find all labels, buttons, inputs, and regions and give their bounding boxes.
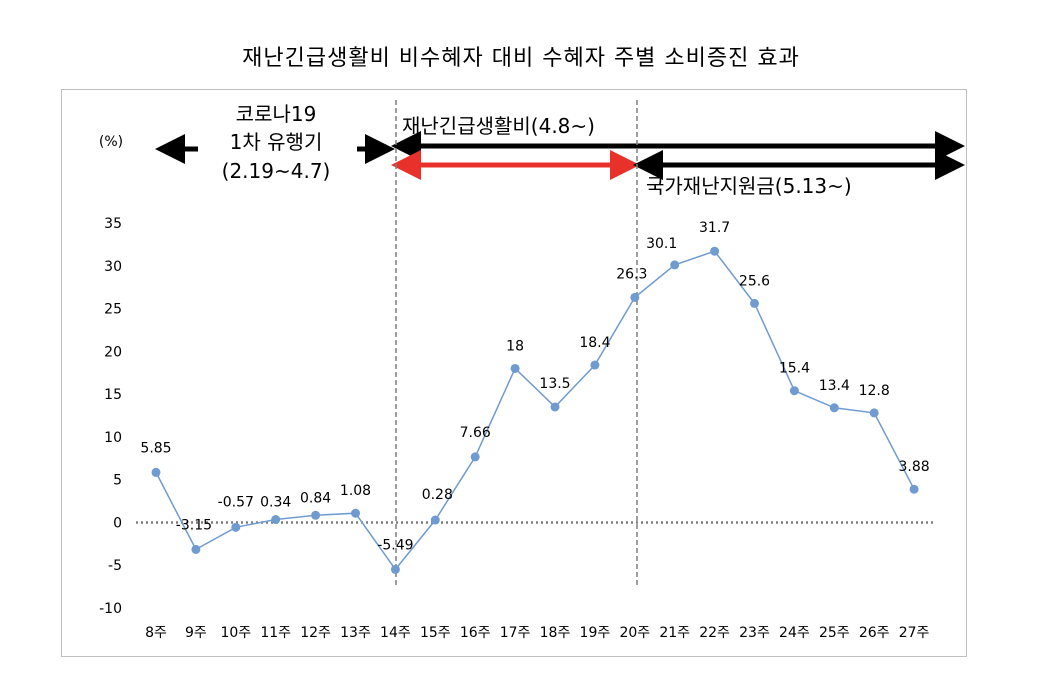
- data-label: 30.1: [646, 236, 677, 252]
- y-tick-label: 15: [104, 387, 122, 403]
- x-tick-label: 24주: [779, 625, 810, 641]
- y-tick-label: 5: [113, 473, 122, 489]
- x-tick-label: 27주: [899, 625, 930, 641]
- data-label: 1.08: [340, 483, 371, 499]
- data-label: 18.4: [579, 335, 610, 351]
- x-tick-label: 8주: [145, 625, 167, 641]
- x-tick-label: 16주: [460, 625, 491, 641]
- data-label: 0.84: [300, 490, 331, 506]
- data-label: -3.15: [176, 517, 212, 533]
- y-tick-label: 35: [104, 216, 122, 232]
- y-tick-label: 25: [104, 302, 122, 318]
- x-tick-label: 15주: [420, 625, 451, 641]
- data-label: 15.4: [779, 361, 810, 377]
- y-tick-label: -5: [108, 558, 122, 574]
- y-tick-label: 0: [113, 515, 122, 531]
- data-point: [550, 402, 560, 412]
- x-tick-label: 14주: [380, 625, 411, 641]
- x-tick-label: 26주: [859, 625, 890, 641]
- data-label: 0.34: [260, 495, 291, 511]
- data-point: [829, 403, 839, 413]
- x-tick-label: 20주: [619, 625, 650, 641]
- data-point: [789, 386, 799, 396]
- data-point: [710, 246, 720, 256]
- y-tick-label: -10: [99, 601, 122, 617]
- data-point: [351, 508, 360, 518]
- x-tick-label: 13주: [340, 625, 371, 641]
- x-tick-label: 23주: [739, 625, 770, 641]
- x-tick-label: 12주: [300, 625, 331, 641]
- data-label: 31.7: [699, 220, 730, 236]
- data-label: 5.85: [140, 440, 171, 456]
- data-point: [390, 564, 400, 574]
- data-label: 0.28: [422, 487, 453, 503]
- data-label: 25.6: [739, 273, 770, 289]
- covid-period-label-line3: (2.19~4.7): [222, 159, 331, 183]
- x-tick-label: 22주: [699, 625, 730, 641]
- data-label: -0.57: [218, 494, 254, 510]
- data-point: [271, 515, 281, 525]
- data-point: [311, 510, 321, 520]
- data-point: [470, 452, 480, 462]
- series-line: [155, 250, 915, 571]
- data-point: [231, 522, 241, 532]
- data-label: 12.8: [859, 383, 890, 399]
- x-tick-label: 9주: [185, 625, 207, 641]
- data-label: -5.49: [377, 537, 413, 553]
- data-label: 13.5: [539, 376, 570, 392]
- x-tick-label: 17주: [500, 625, 531, 641]
- y-tick-label: 30: [104, 259, 122, 275]
- x-tick-label: 19주: [580, 625, 611, 641]
- chart-frame: [61, 89, 967, 657]
- data-point: [430, 515, 440, 525]
- data-point: [750, 298, 759, 308]
- y-tick-label: 10: [104, 430, 122, 446]
- covid-period-label-line2: 1차 유행기: [230, 130, 323, 154]
- y-axis-label: (%): [99, 134, 123, 150]
- x-tick-label: 10주: [220, 625, 251, 641]
- data-point: [151, 467, 161, 477]
- data-point: [630, 292, 640, 302]
- x-tick-label: 21주: [659, 625, 690, 641]
- relief-fund-label: 재난긴급생활비(4.8~): [402, 114, 595, 138]
- data-point: [869, 408, 879, 418]
- data-point: [590, 360, 600, 370]
- data-label: 18: [506, 338, 524, 354]
- covid-period-label-line1: 코로나19: [236, 102, 317, 126]
- x-tick-label: 11주: [260, 625, 291, 641]
- chart-title: 재난긴급생활비 비수혜자 대비 수혜자 주별 소비증진 효과: [242, 46, 800, 71]
- data-point: [670, 260, 680, 270]
- data-point: [191, 544, 201, 554]
- national-fund-label: 국가재난지원금(5.13~): [646, 174, 852, 198]
- data-label: 26.3: [616, 266, 647, 282]
- y-tick-label: 20: [104, 344, 122, 360]
- data-label: 3.88: [899, 459, 930, 475]
- data-label: 13.4: [819, 378, 850, 394]
- x-tick-label: 25주: [819, 625, 850, 641]
- data-point: [510, 363, 520, 373]
- data-point: [909, 484, 919, 494]
- data-label: 7.66: [460, 425, 491, 441]
- x-tick-label: 18주: [540, 625, 571, 641]
